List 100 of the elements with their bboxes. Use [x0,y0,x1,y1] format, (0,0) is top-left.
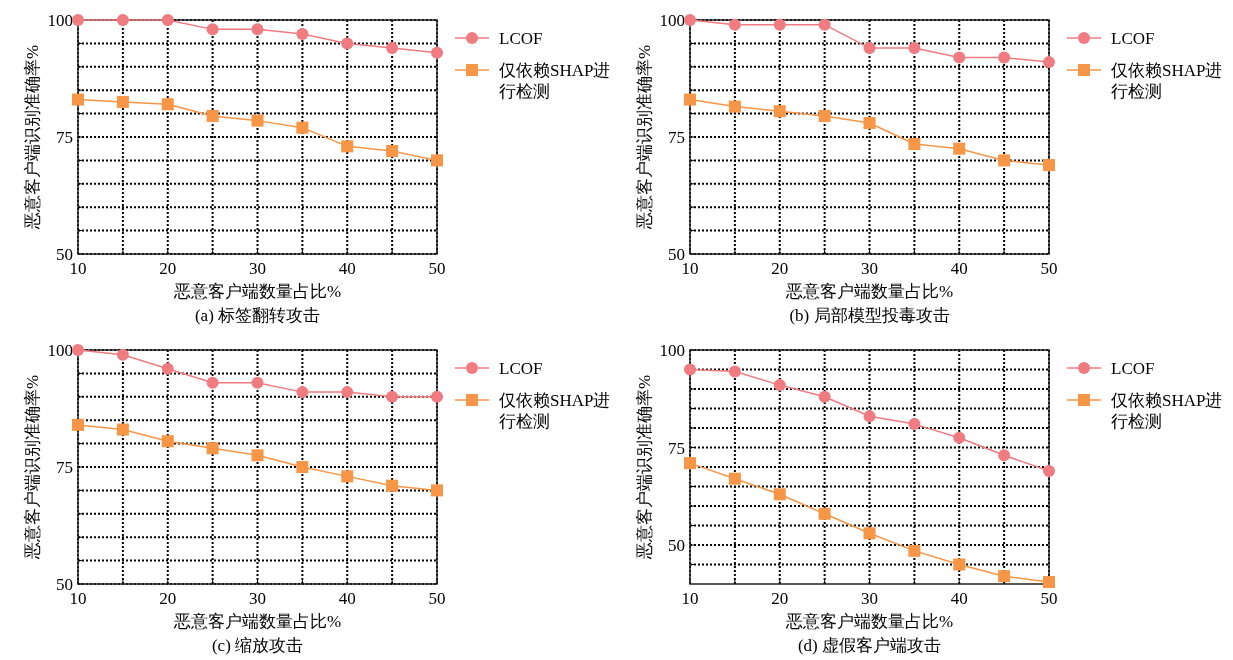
y-axis-title: 恶意客户端识别准确率% [23,374,42,561]
point [386,390,399,403]
point [72,344,84,356]
point [341,140,354,153]
point [72,418,84,431]
y-axis-title: 恶意客户端识别准确率% [635,44,654,231]
x-tick-label: 40 [338,259,356,278]
x-axis-title: 恶意客户端数量占比% [172,282,342,301]
point [251,114,264,127]
y-tick-label: 100 [47,11,73,30]
y-tick-label: 75 [668,128,685,147]
point [773,18,786,31]
x-tick-label: 10 [681,589,699,608]
point [953,431,966,444]
point [863,527,876,540]
point [908,544,921,557]
x-axis-title: 恶意客户端数量占比% [172,612,342,631]
text: (c) 缩放攻击 [211,636,304,655]
point [998,449,1011,462]
point [296,28,309,41]
x-tick-label: 40 [338,589,356,608]
point [206,376,219,389]
point [953,51,966,64]
point [998,51,1011,64]
point [818,109,831,122]
text: (a) 标签翻转攻击 [194,306,321,325]
x-tick-label: 20 [159,259,177,278]
point [908,138,921,151]
point [863,116,876,129]
x-tick-label: 40 [950,259,968,278]
point [161,14,174,26]
x-tick-label: 50 [428,589,446,608]
legend-label: 仅依赖SHAP进行检测 [499,61,611,101]
y-axis-title: 恶意客户端识别准确率% [635,374,654,561]
point [773,105,786,118]
point [116,348,129,361]
point [863,42,876,55]
point [431,154,443,167]
x-tick-label: 50 [1040,589,1058,608]
x-tick-label: 20 [159,589,177,608]
y-tick-label: 100 [47,341,73,360]
point [728,365,741,378]
point [728,100,741,113]
x-tick-label: 50 [1040,259,1058,278]
point [431,46,443,59]
point [1043,159,1055,172]
point [206,109,219,122]
legend-label: 仅依赖SHAP进行检测 [1111,61,1223,101]
y-tick-label: 100 [659,341,685,360]
point [953,558,966,571]
point [998,154,1011,167]
point [116,14,129,26]
point [1043,56,1055,69]
x-tick-label: 30 [249,259,266,278]
x-tick-label: 20 [771,589,789,608]
y-axis-title: 恶意客户端识别准确率% [23,44,42,231]
point [296,386,309,399]
point [773,379,786,392]
point [684,14,696,26]
point [863,410,876,423]
legend-label: LCOF [1111,359,1155,378]
point [431,390,443,403]
point [161,98,174,111]
point [296,121,309,134]
y-tick-label: 75 [56,128,73,147]
point [341,386,354,399]
x-axis-title: 恶意客户端数量占比% [784,282,954,301]
point [684,363,696,376]
point [728,18,741,31]
point [1043,464,1055,477]
text: (d) 虚假客户端攻击 [797,636,942,655]
legend-label: LCOF [499,359,543,378]
legend-label: 仅依赖SHAP进行检测 [499,391,611,431]
point [341,37,354,50]
point [116,423,129,436]
point [206,23,219,36]
legend-label: 仅依赖SHAP进行检测 [1111,391,1223,431]
point [116,95,129,108]
point [386,42,399,55]
point [251,23,264,36]
point [684,93,696,106]
point [908,42,921,55]
point [773,488,786,501]
x-tick-label: 20 [771,259,789,278]
x-tick-label: 30 [861,589,878,608]
point [296,461,309,473]
point [684,457,696,470]
point [386,479,399,492]
point [161,362,174,375]
x-tick-label: 30 [249,589,266,608]
point [386,145,399,158]
point [72,14,84,26]
x-axis-title: 恶意客户端数量占比% [784,612,954,631]
x-tick-label: 50 [428,259,446,278]
y-tick-label: 50 [668,536,685,555]
point [908,418,921,431]
x-tick-label: 30 [861,259,878,278]
legend-label: LCOF [1111,29,1155,48]
y-tick-label: 75 [56,458,73,477]
y-tick-label: 75 [668,438,685,458]
